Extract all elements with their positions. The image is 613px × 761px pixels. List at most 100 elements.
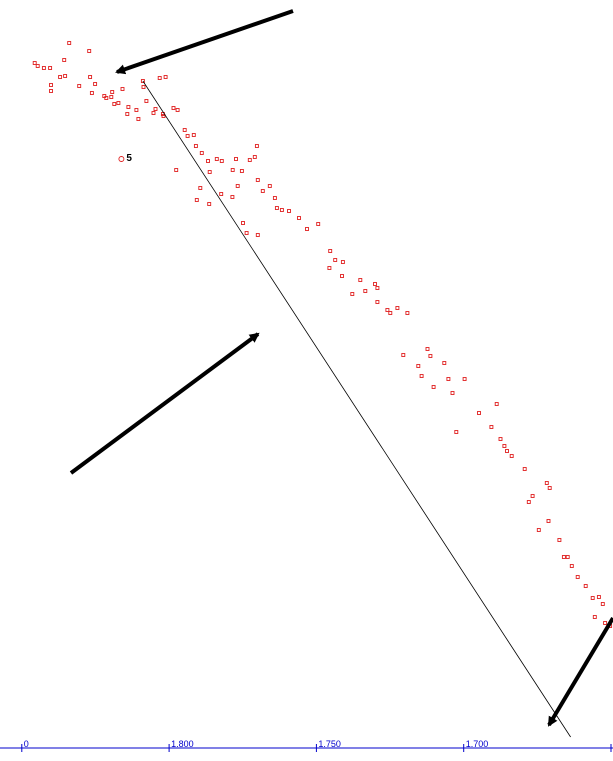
data-point: [219, 192, 224, 196]
data-point: [590, 596, 595, 600]
data-point: [454, 430, 459, 434]
data-point: [425, 347, 430, 351]
data-point: [442, 361, 447, 365]
data-point: [207, 202, 212, 206]
data-point: [88, 75, 93, 79]
annotation-arrow: [547, 616, 613, 727]
data-point: [333, 258, 338, 262]
data-point: [340, 274, 344, 278]
data-point: [194, 198, 199, 202]
data-point: [67, 41, 72, 45]
data-point: [388, 311, 393, 315]
data-point: [477, 411, 481, 415]
data-point: [163, 75, 168, 79]
arrows-layer: [69, 9, 613, 727]
data-point: [428, 354, 433, 358]
data-point: [214, 157, 219, 161]
data-point: [35, 64, 40, 68]
data-point: [575, 575, 580, 579]
data-point: [182, 128, 187, 132]
data-point: [385, 308, 390, 312]
data-point: [416, 364, 421, 368]
data-point: [116, 101, 121, 105]
data-point: [462, 377, 467, 381]
data-point: [58, 75, 63, 79]
annotation-arrow: [115, 9, 294, 75]
data-point: [175, 108, 180, 112]
data-point: [419, 374, 424, 378]
data-point: [502, 444, 507, 448]
data-point: [126, 105, 131, 109]
data-point: [358, 278, 363, 282]
data-point: [561, 555, 566, 559]
data-point: [48, 66, 53, 70]
data-point: [234, 157, 238, 161]
data-point: [252, 155, 257, 159]
data-point: [373, 282, 377, 286]
data-point: [174, 168, 179, 172]
data-point: [274, 206, 279, 210]
data-point: [305, 227, 309, 231]
data-point: [530, 494, 535, 498]
data-point: [565, 555, 570, 559]
data-point: [93, 82, 98, 86]
data-point: [363, 289, 368, 293]
data-point: [185, 134, 190, 138]
data-point: [206, 159, 210, 163]
data-point: [596, 595, 601, 599]
data-point: [340, 260, 345, 264]
data-point: [547, 486, 552, 490]
x-tick-label: 0: [24, 739, 29, 749]
data-point: [255, 233, 260, 237]
data-point: [199, 151, 204, 155]
fit-line: [142, 80, 571, 738]
data-point: [171, 106, 176, 110]
highlight-point[interactable]: [118, 156, 125, 162]
data-point: [62, 58, 67, 62]
data-point: [557, 538, 562, 542]
data-point: [112, 102, 117, 106]
data-point: [450, 391, 455, 395]
data-point: [247, 158, 252, 162]
data-point: [153, 107, 158, 111]
data-point: [239, 169, 244, 173]
data-point: [241, 221, 245, 225]
x-tick-label: 1.800: [171, 739, 194, 749]
data-point: [144, 99, 149, 103]
x-tick-label: 1.700: [466, 739, 489, 749]
data-point: [489, 425, 494, 429]
data-point: [536, 528, 541, 532]
data-point: [431, 385, 436, 389]
data-point: [63, 74, 68, 78]
data-point: [446, 377, 451, 381]
data-point: [77, 84, 82, 88]
highlight-layer: 5: [118, 153, 132, 164]
data-point: [193, 144, 198, 148]
data-point: [592, 615, 597, 619]
data-point: [244, 231, 249, 235]
data-point: [89, 91, 94, 95]
data-point: [395, 306, 400, 310]
data-point: [110, 90, 115, 94]
data-point: [255, 178, 260, 182]
data-point: [600, 602, 605, 606]
data-point: [583, 584, 588, 588]
data-point: [125, 112, 130, 116]
data-point: [141, 85, 146, 89]
data-point: [207, 170, 212, 174]
data-point: [316, 222, 321, 226]
data-point: [230, 195, 235, 199]
data-point: [603, 621, 608, 625]
data-point: [279, 208, 284, 212]
data-point: [494, 402, 499, 406]
data-point: [287, 209, 291, 213]
data-point: [405, 311, 410, 315]
data-point: [161, 114, 166, 118]
data-point: [140, 79, 145, 83]
data-point: [498, 437, 503, 441]
annotation-arrow: [69, 332, 260, 475]
points-layer: [32, 41, 613, 628]
fit-line-layer: [142, 80, 571, 738]
data-point: [328, 249, 333, 253]
